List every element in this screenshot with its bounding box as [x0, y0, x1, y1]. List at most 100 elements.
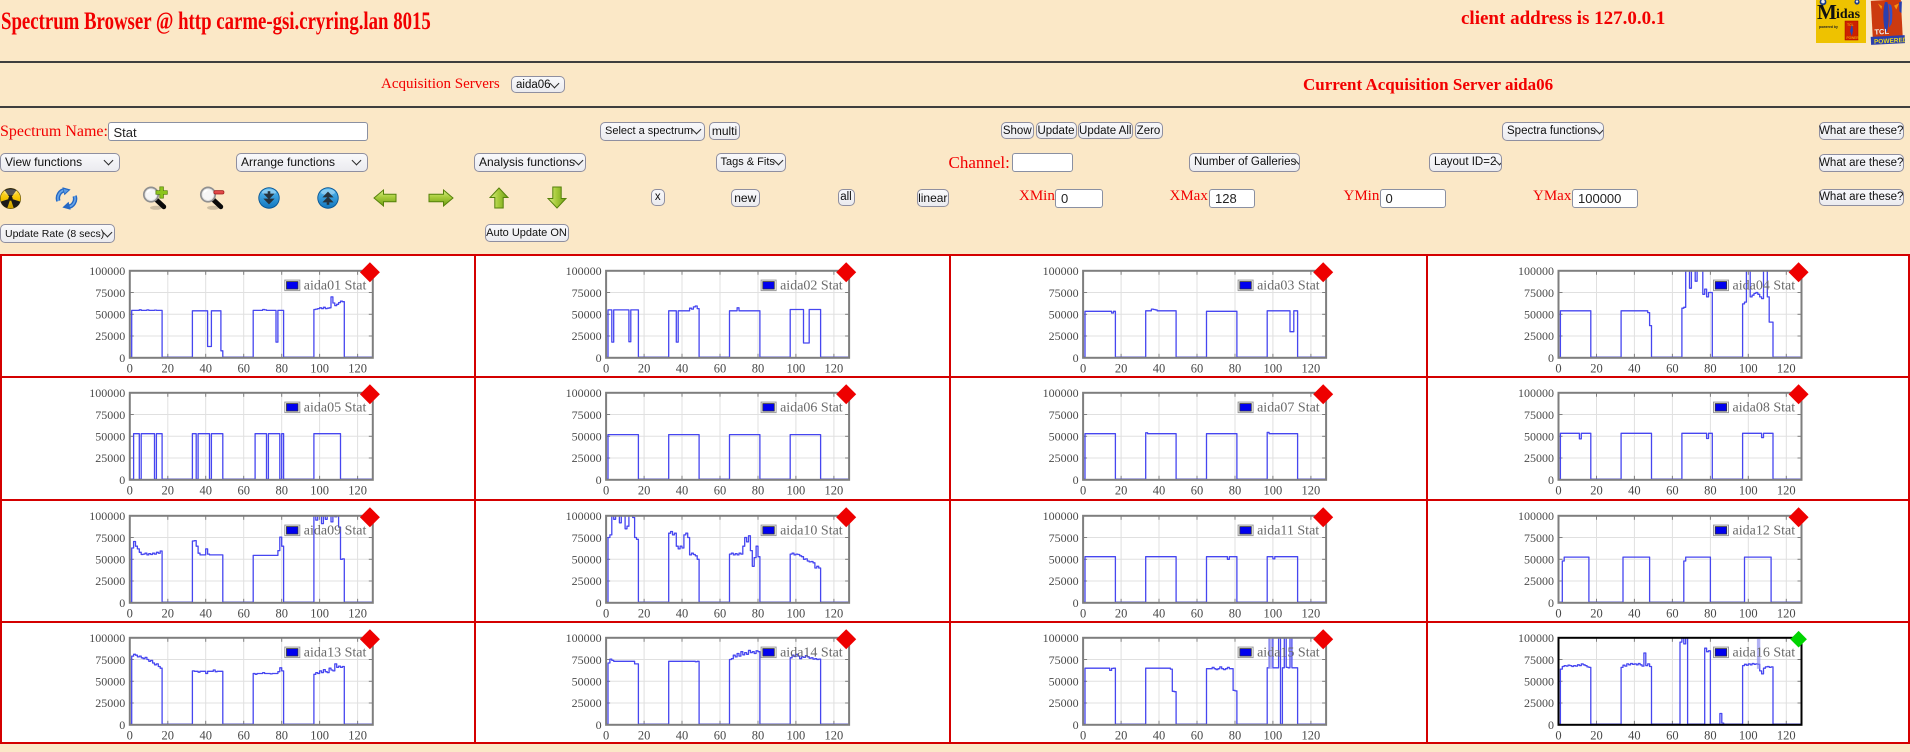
- svg-text:20: 20: [1590, 484, 1603, 498]
- svg-text:aida13 Stat: aida13 Stat: [304, 645, 367, 660]
- svg-text:120: 120: [1301, 606, 1320, 620]
- svg-text:aida14 Stat: aida14 Stat: [780, 645, 843, 660]
- svg-text:0: 0: [1072, 351, 1078, 365]
- svg-text:0: 0: [127, 606, 133, 620]
- svg-text:25000: 25000: [571, 696, 601, 710]
- svg-text:75000: 75000: [1048, 652, 1078, 666]
- svg-text:100: 100: [1263, 728, 1282, 742]
- svg-text:POWERED: POWERED: [1874, 37, 1905, 46]
- svg-text:75000: 75000: [1048, 285, 1078, 299]
- svg-text:120: 120: [824, 484, 843, 498]
- svg-text:120: 120: [1777, 606, 1796, 620]
- svg-text:100000: 100000: [1518, 631, 1554, 645]
- svg-text:25000: 25000: [1524, 574, 1554, 588]
- svg-text:0: 0: [1555, 606, 1561, 620]
- svg-text:100: 100: [786, 484, 805, 498]
- svg-text:40: 40: [1152, 361, 1165, 375]
- svg-text:0: 0: [1079, 484, 1085, 498]
- svg-text:20: 20: [637, 484, 650, 498]
- svg-text:100: 100: [310, 484, 329, 498]
- svg-text:0: 0: [602, 361, 608, 375]
- svg-text:75000: 75000: [95, 408, 125, 422]
- svg-text:0: 0: [1548, 473, 1554, 487]
- svg-text:0: 0: [1555, 728, 1561, 742]
- svg-text:100000: 100000: [89, 264, 125, 278]
- svg-text:25000: 25000: [95, 696, 125, 710]
- svg-text:aida07 Stat: aida07 Stat: [1257, 401, 1320, 416]
- svg-text:75000: 75000: [1048, 408, 1078, 422]
- svg-text:120: 120: [348, 606, 367, 620]
- svg-text:40: 40: [675, 361, 688, 375]
- svg-text:120: 120: [348, 361, 367, 375]
- svg-text:120: 120: [1777, 728, 1796, 742]
- svg-text:25000: 25000: [1048, 574, 1078, 588]
- svg-text:100000: 100000: [565, 631, 601, 645]
- svg-text:aida01 Stat: aida01 Stat: [304, 278, 367, 293]
- svg-text:0: 0: [602, 728, 608, 742]
- svg-text:100000: 100000: [1518, 264, 1554, 278]
- svg-text:25000: 25000: [1524, 696, 1554, 710]
- svg-text:aida15 Stat: aida15 Stat: [1257, 645, 1320, 660]
- svg-text:120: 120: [1301, 484, 1320, 498]
- svg-text:0: 0: [1072, 718, 1078, 732]
- svg-text:idas: idas: [1836, 7, 1861, 22]
- svg-text:75000: 75000: [571, 285, 601, 299]
- svg-text:25000: 25000: [1524, 329, 1554, 343]
- svg-text:60: 60: [1666, 484, 1679, 498]
- svg-text:40: 40: [1152, 606, 1165, 620]
- svg-text:80: 80: [1704, 728, 1717, 742]
- svg-text:120: 120: [824, 728, 843, 742]
- svg-text:aida02 Stat: aida02 Stat: [780, 278, 843, 293]
- svg-text:20: 20: [162, 484, 175, 498]
- svg-text:50000: 50000: [95, 552, 125, 566]
- svg-text:25000: 25000: [1524, 451, 1554, 465]
- svg-text:60: 60: [1190, 484, 1203, 498]
- svg-text:80: 80: [1704, 484, 1717, 498]
- svg-text:25000: 25000: [571, 329, 601, 343]
- svg-text:80: 80: [751, 361, 764, 375]
- svg-text:80: 80: [751, 728, 764, 742]
- svg-text:60: 60: [713, 484, 726, 498]
- svg-text:40: 40: [1628, 361, 1641, 375]
- svg-text:50000: 50000: [1048, 430, 1078, 444]
- svg-text:20: 20: [1114, 728, 1127, 742]
- svg-text:0: 0: [119, 718, 125, 732]
- svg-text:TCL: TCL: [1847, 23, 1854, 27]
- svg-text:40: 40: [1152, 728, 1165, 742]
- svg-text:40: 40: [199, 728, 212, 742]
- svg-text:60: 60: [1666, 361, 1679, 375]
- svg-text:40: 40: [1152, 484, 1165, 498]
- svg-text:50000: 50000: [1048, 552, 1078, 566]
- svg-text:100000: 100000: [1042, 264, 1078, 278]
- svg-text:100: 100: [1263, 484, 1282, 498]
- svg-text:POWER: POWER: [1847, 36, 1860, 40]
- svg-text:0: 0: [127, 361, 133, 375]
- svg-text:40: 40: [1628, 606, 1641, 620]
- svg-text:40: 40: [675, 606, 688, 620]
- svg-text:80: 80: [1228, 606, 1241, 620]
- svg-text:100: 100: [1263, 361, 1282, 375]
- svg-text:0: 0: [1548, 596, 1554, 610]
- svg-text:25000: 25000: [95, 451, 125, 465]
- svg-text:50000: 50000: [1524, 674, 1554, 688]
- svg-text:100: 100: [1739, 728, 1758, 742]
- svg-text:20: 20: [1114, 606, 1127, 620]
- svg-text:40: 40: [675, 728, 688, 742]
- svg-text:20: 20: [637, 361, 650, 375]
- svg-text:75000: 75000: [1048, 530, 1078, 544]
- svg-text:60: 60: [1190, 606, 1203, 620]
- svg-text:120: 120: [1301, 361, 1320, 375]
- svg-text:0: 0: [1072, 473, 1078, 487]
- svg-text:0: 0: [1079, 361, 1085, 375]
- svg-text:100: 100: [786, 361, 805, 375]
- svg-text:0: 0: [127, 484, 133, 498]
- svg-text:40: 40: [199, 484, 212, 498]
- svg-text:0: 0: [119, 596, 125, 610]
- svg-text:20: 20: [1114, 484, 1127, 498]
- svg-text:120: 120: [824, 361, 843, 375]
- svg-text:50000: 50000: [571, 674, 601, 688]
- svg-text:0: 0: [1079, 728, 1085, 742]
- svg-text:80: 80: [1228, 728, 1241, 742]
- svg-text:50000: 50000: [1524, 430, 1554, 444]
- svg-text:75000: 75000: [571, 652, 601, 666]
